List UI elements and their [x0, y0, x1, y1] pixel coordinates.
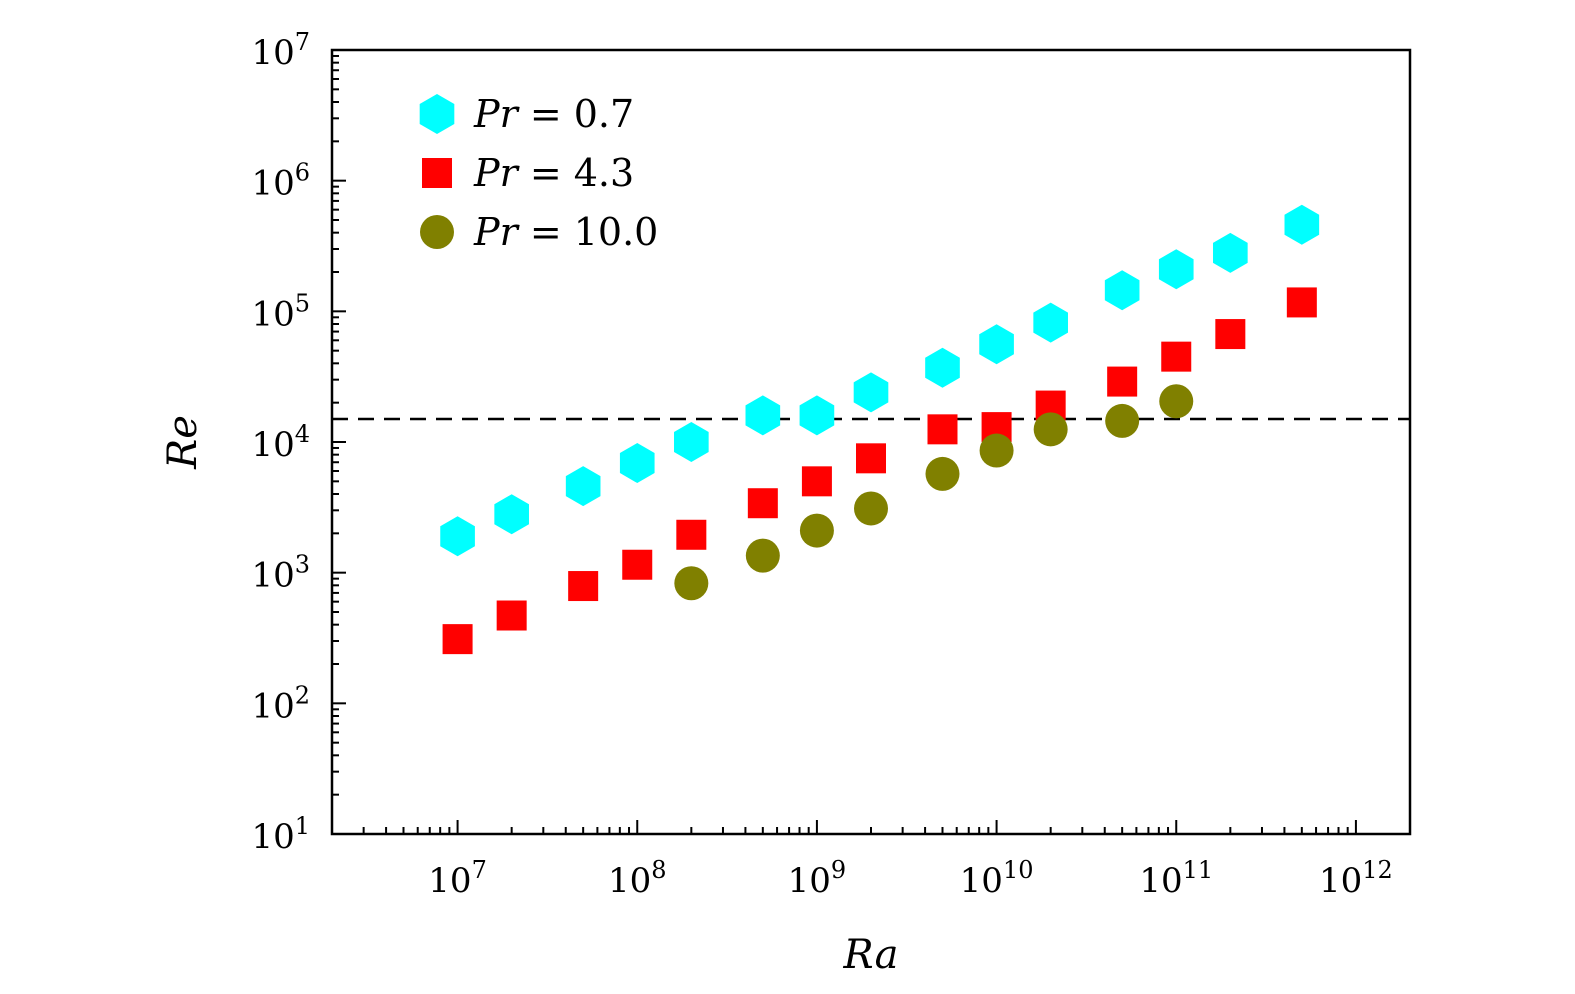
legend-marker [422, 158, 452, 188]
y-tick-label: 107 [251, 28, 310, 73]
data-point [979, 433, 1014, 468]
data-point [799, 395, 835, 436]
data-point [1286, 287, 1317, 318]
y-tick-label: 104 [251, 420, 310, 465]
y-axis-label: Re [160, 415, 206, 470]
x-tick-label: 1010 [960, 856, 1034, 901]
legend-marker [420, 215, 454, 249]
legend-label: Pr = 4.3 [473, 151, 634, 195]
data-point [676, 519, 707, 550]
x-axis-label: Ra [843, 932, 899, 978]
data-point [1158, 249, 1194, 290]
data-point [568, 571, 599, 602]
data-point [801, 466, 832, 497]
data-point [1033, 302, 1068, 343]
data-point [496, 600, 527, 631]
data-point [1105, 403, 1140, 438]
data-point [1213, 232, 1248, 273]
data-point [856, 443, 886, 474]
data-point [440, 516, 475, 557]
data-point [622, 549, 653, 580]
y-tick-label: 101 [251, 812, 310, 857]
y-axis-ticks: 101 102 103 104 105 106 107 [251, 28, 346, 857]
data-point [979, 324, 1014, 365]
x-tick-label: 1012 [1319, 856, 1393, 901]
data-point [1284, 204, 1320, 245]
series-10-0 [674, 384, 1194, 601]
x-tick-label: 1011 [1139, 856, 1213, 901]
data-point [1104, 270, 1140, 311]
x-tick-label: 108 [608, 856, 667, 901]
data-point [1033, 412, 1068, 447]
data-point [442, 624, 473, 655]
y-tick-label: 102 [251, 681, 310, 726]
data-point [1159, 384, 1194, 419]
y-tick-label: 106 [251, 159, 310, 204]
x-axis-ticks: 107 108 109 1010 1011 1012 [331, 820, 1411, 901]
data-point [925, 456, 960, 491]
legend-marker [419, 94, 455, 134]
data-point [854, 491, 888, 526]
y-tick-label: 103 [251, 551, 310, 596]
x-tick-label: 109 [788, 856, 847, 901]
series-4-3 [442, 287, 1317, 655]
data-point [925, 347, 960, 388]
data-point [799, 513, 834, 548]
data-point [745, 538, 780, 573]
data-point [747, 488, 778, 519]
data-point [565, 466, 601, 507]
series-0-7 [440, 204, 1320, 557]
legend-label: Pr = 0.7 [473, 92, 634, 136]
data-markers [440, 204, 1320, 655]
x-tick-label: 107 [428, 856, 487, 901]
data-point [674, 566, 709, 601]
data-point [1107, 366, 1138, 397]
legend-label: Pr = 10.0 [473, 210, 658, 254]
legend: Pr = 0.7 Pr = 4.3 Pr = 10.0 [419, 92, 658, 254]
data-point [619, 443, 655, 484]
data-point [1161, 341, 1192, 372]
data-point [1215, 319, 1246, 350]
data-point [853, 372, 889, 413]
y-tick-label: 105 [251, 289, 310, 334]
data-point [494, 494, 529, 535]
data-point [745, 395, 781, 436]
data-point [927, 414, 958, 445]
data-point [674, 422, 709, 462]
